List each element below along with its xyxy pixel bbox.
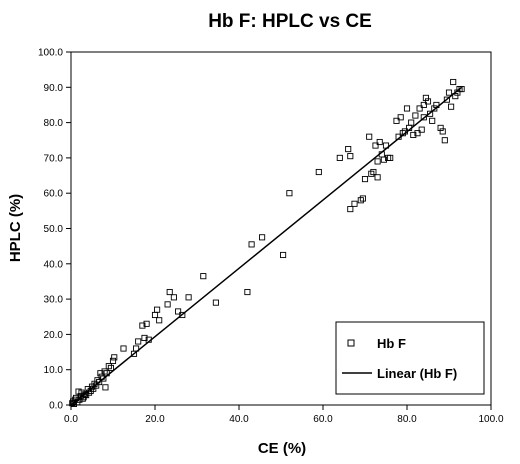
data-point xyxy=(372,142,379,149)
legend-label-linear: Linear (Hb F) xyxy=(377,366,457,381)
data-point xyxy=(102,384,109,391)
data-point xyxy=(244,288,251,296)
data-point xyxy=(111,354,118,361)
x-tick-label: 60.0 xyxy=(313,414,333,425)
data-point xyxy=(336,154,343,161)
y-tick-label: 10.0 xyxy=(44,365,64,376)
x-tick-label: 80.0 xyxy=(397,414,417,425)
x-tick-label: 40.0 xyxy=(229,414,249,425)
data-point xyxy=(422,94,429,101)
data-point xyxy=(212,299,219,306)
data-point xyxy=(105,363,112,370)
data-point xyxy=(431,105,438,112)
x-tick-label: 0.0 xyxy=(64,414,78,425)
data-point xyxy=(361,176,369,183)
data-point xyxy=(139,322,146,329)
data-point xyxy=(437,124,444,131)
data-point xyxy=(366,133,373,140)
data-point xyxy=(403,105,411,112)
y-tick-label: 70.0 xyxy=(44,153,64,164)
data-point xyxy=(154,306,161,313)
data-point xyxy=(429,117,436,124)
data-point xyxy=(259,234,266,241)
data-point xyxy=(393,117,400,124)
data-point xyxy=(347,153,354,160)
data-point xyxy=(156,317,163,324)
data-point xyxy=(374,158,381,165)
data-point xyxy=(443,96,450,103)
data-point xyxy=(441,137,448,144)
data-point xyxy=(359,195,366,202)
y-tick-label: 0.0 xyxy=(49,401,63,412)
data-point xyxy=(200,273,207,280)
data-point xyxy=(286,190,293,197)
data-point xyxy=(185,294,192,301)
y-tick-label: 50.0 xyxy=(44,224,64,235)
data-point xyxy=(397,114,404,121)
y-tick-label: 60.0 xyxy=(44,189,64,200)
data-point xyxy=(439,128,446,135)
data-point xyxy=(101,368,108,375)
chart-title: Hb F: HPLC vs CE xyxy=(208,11,372,32)
legend-label-hb-f: Hb F xyxy=(377,336,406,351)
data-point xyxy=(424,98,432,105)
data-point xyxy=(175,308,182,315)
data-point xyxy=(376,138,383,146)
data-point xyxy=(368,170,375,177)
data-point xyxy=(120,345,127,352)
data-point xyxy=(315,168,322,176)
data-point xyxy=(141,334,148,341)
data-point xyxy=(448,103,455,110)
data-point xyxy=(380,156,387,163)
data-point xyxy=(418,126,425,133)
x-tick-label: 20.0 xyxy=(145,414,165,425)
data-point xyxy=(170,294,177,301)
data-point xyxy=(412,112,419,119)
y-tick-label: 90.0 xyxy=(44,83,64,94)
data-point xyxy=(164,301,171,308)
x-tick-label: 100.0 xyxy=(478,414,503,425)
y-tick-label: 20.0 xyxy=(44,330,64,341)
y-tick-label: 40.0 xyxy=(44,259,64,270)
data-point xyxy=(107,364,114,371)
data-point xyxy=(143,320,150,327)
data-point xyxy=(347,206,354,213)
data-point xyxy=(166,288,173,296)
data-point xyxy=(345,146,352,153)
data-point xyxy=(357,197,364,204)
data-point xyxy=(248,241,255,248)
x-axis-title: CE (%) xyxy=(258,440,306,457)
y-tick-label: 30.0 xyxy=(44,295,64,306)
data-point xyxy=(135,338,142,345)
trend-line xyxy=(70,86,463,406)
data-point xyxy=(450,78,457,86)
data-point xyxy=(151,311,159,319)
legend-marker-square xyxy=(347,339,355,347)
data-point xyxy=(420,114,427,121)
data-point xyxy=(427,110,434,117)
data-point xyxy=(408,119,415,126)
data-point xyxy=(351,200,358,207)
data-point xyxy=(370,168,377,176)
data-point xyxy=(452,93,459,100)
data-point xyxy=(420,101,427,108)
legend: Hb F Linear (Hb F) xyxy=(335,321,485,395)
data-point xyxy=(387,154,394,161)
data-point xyxy=(445,89,453,96)
data-point xyxy=(416,105,423,112)
y-tick-label: 100.0 xyxy=(38,48,63,59)
y-tick-label: 80.0 xyxy=(44,118,64,129)
data-point xyxy=(280,251,287,259)
data-point xyxy=(100,375,107,382)
data-point xyxy=(179,311,186,319)
data-point xyxy=(410,131,417,139)
data-point xyxy=(414,130,421,137)
plot-area: 0.0 20.0 40.0 60.0 80.0 100.0 0.0 10.0 20.0 30.0 4… xyxy=(38,48,504,426)
y-axis-title: HPLC (%) xyxy=(7,194,24,262)
data-point xyxy=(109,357,117,364)
data-point xyxy=(374,174,381,181)
legend-box xyxy=(335,321,485,395)
